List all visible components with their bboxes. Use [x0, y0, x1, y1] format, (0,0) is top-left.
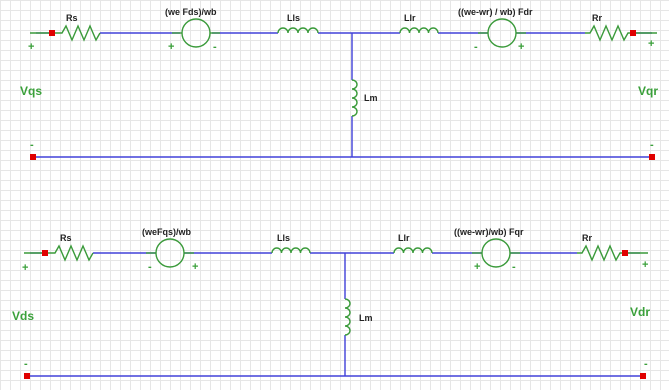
q-inductor-lm — [351, 79, 358, 117]
d-label-rr: Rr — [582, 233, 592, 243]
d-port-left-minus: - — [24, 358, 28, 370]
d-inductor-llr — [393, 247, 433, 254]
d-port-left-label: Vds — [12, 309, 34, 323]
d-terminal-bottom-left — [24, 373, 30, 379]
d-label-lls: Lls — [277, 233, 290, 243]
d-source-2-minus: - — [512, 261, 516, 273]
q-terminal-top-left — [49, 30, 55, 36]
q-inductor-llr — [399, 27, 439, 34]
q-terminal-bottom-right — [649, 154, 655, 160]
q-source-1-minus: - — [213, 41, 217, 53]
q-axis-circuit: Rs (we Fds)/wb + - Lls Llr ((we-wr) / wb… — [20, 7, 658, 160]
q-label-rr: Rr — [592, 13, 602, 23]
d-port-right-plus: + — [642, 259, 648, 271]
q-port-right-minus: - — [650, 139, 654, 151]
d-inductor-lls — [271, 247, 311, 254]
q-port-left-label: Vqs — [20, 84, 42, 98]
q-label-rs: Rs — [66, 13, 78, 23]
q-source-2-plus: + — [518, 41, 524, 53]
q-label-llr: Llr — [404, 13, 416, 23]
q-label-lls: Lls — [287, 13, 300, 23]
d-label-source-2: ((we-wr)/wb) Fqr — [454, 227, 524, 237]
q-resistor-rs — [52, 24, 101, 42]
d-axis-circuit: Rs (weFqs)/wb - + Lls Llr ((we-wr)/wb) F… — [12, 227, 650, 379]
d-source-1-minus: - — [148, 261, 152, 273]
d-source-1 — [155, 238, 185, 268]
q-label-lm: Lm — [364, 93, 378, 103]
d-label-lm: Lm — [359, 313, 373, 323]
d-source-1-plus: + — [192, 261, 198, 273]
d-resistor-rr — [577, 244, 624, 262]
d-terminal-top-left — [42, 250, 48, 256]
d-source-2-plus: + — [474, 261, 480, 273]
d-terminal-bottom-right — [640, 373, 646, 379]
q-port-left-plus: + — [28, 41, 34, 53]
q-label-source-2: ((we-wr) / wb) Fdr — [458, 7, 533, 17]
d-port-right-minus: - — [644, 358, 648, 370]
q-terminal-top-right — [630, 30, 636, 36]
q-inductor-lls — [277, 27, 319, 34]
q-source-1 — [181, 18, 211, 48]
q-source-2-minus: - — [474, 41, 478, 53]
d-label-rs: Rs — [60, 233, 72, 243]
d-resistor-rs — [45, 244, 94, 262]
q-source-2 — [487, 18, 517, 48]
d-label-llr: Llr — [398, 233, 410, 243]
d-terminal-top-right — [622, 250, 628, 256]
q-port-right-plus: + — [648, 38, 654, 50]
q-port-right-label: Vqr — [638, 84, 658, 98]
d-inductor-lm — [344, 298, 351, 336]
q-source-1-plus: + — [168, 41, 174, 53]
d-port-right-label: Vdr — [630, 305, 650, 319]
q-port-left-minus: - — [30, 139, 34, 151]
d-source-2 — [481, 238, 511, 268]
q-terminal-bottom-left — [30, 154, 36, 160]
d-port-left-plus: + — [22, 262, 28, 274]
d-label-source-1: (weFqs)/wb — [142, 227, 192, 237]
q-resistor-rr — [585, 24, 632, 42]
q-label-source-1: (we Fds)/wb — [165, 7, 217, 17]
